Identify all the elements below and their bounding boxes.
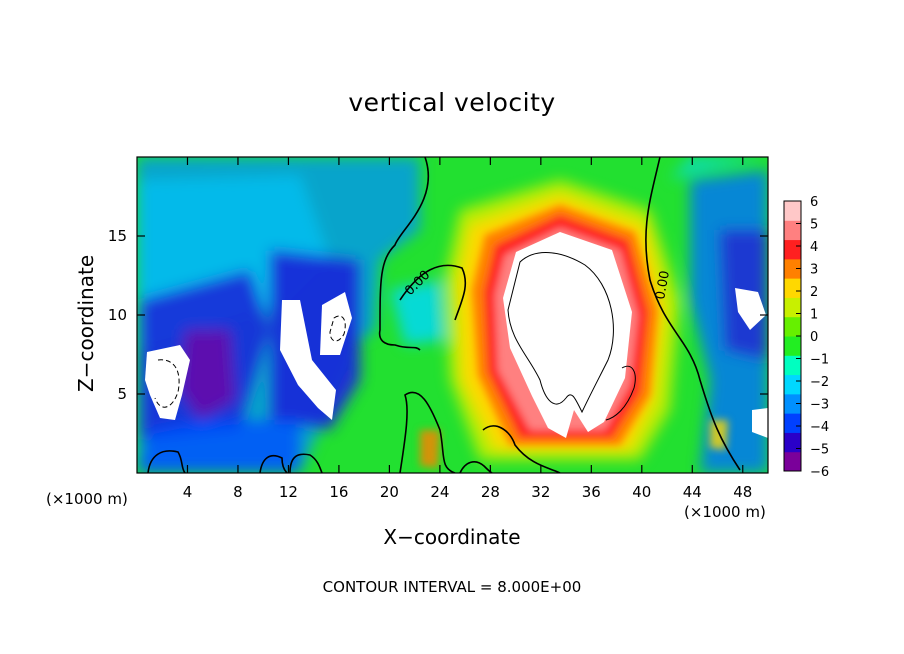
colorbar-swatch bbox=[784, 278, 801, 298]
y-tick-label: 10 bbox=[108, 306, 127, 324]
min-region-center-left bbox=[280, 300, 336, 420]
x-axis-label: X−coordinate bbox=[383, 525, 521, 549]
colorbar-tick-label: 1 bbox=[810, 308, 818, 323]
colorbar-tick-label: 4 bbox=[810, 240, 818, 255]
zero-contours bbox=[147, 157, 741, 473]
colorbar-swatch bbox=[784, 258, 801, 279]
colorbar-swatch bbox=[784, 355, 801, 376]
contour-interval-note: CONTOUR INTERVAL = 8.000E+00 bbox=[322, 578, 582, 596]
colorbar-swatch bbox=[784, 201, 801, 221]
colorbar-tick-label: −5 bbox=[810, 443, 829, 458]
heatmap-field: 0.00 0.00 bbox=[137, 157, 768, 473]
min-region-right-low bbox=[752, 408, 768, 438]
x-unit-label-right: (×1000 m) bbox=[684, 503, 766, 521]
colorbar-tick-label: −1 bbox=[810, 353, 829, 368]
min-region-center bbox=[320, 292, 352, 355]
x-tick-label: 28 bbox=[481, 483, 500, 501]
colorbar-swatch bbox=[784, 220, 801, 241]
colorbar-tick-label: 5 bbox=[810, 218, 818, 233]
contour-label: 0.00 bbox=[653, 270, 673, 301]
x-tick-label: 12 bbox=[279, 483, 298, 501]
x-tick-label: 20 bbox=[380, 483, 399, 501]
colorbar-swatch bbox=[784, 336, 801, 356]
x-tick-label: 24 bbox=[430, 483, 449, 501]
colorbar-swatch bbox=[784, 297, 801, 318]
colorbar-swatch bbox=[784, 451, 801, 472]
x-tick-label: 16 bbox=[329, 483, 348, 501]
colorbar-tick-label: 2 bbox=[810, 285, 818, 300]
colorbar-swatch bbox=[784, 432, 801, 453]
colorbar-tick-label: −3 bbox=[810, 398, 829, 413]
y-tick-label: 15 bbox=[108, 227, 127, 245]
colorbar: 6 5 4 3 2 1 0 −1 −2 −3 −4 −5 −6 bbox=[783, 195, 829, 480]
colorbar-tick-label: −4 bbox=[810, 420, 829, 435]
colorbar-swatch bbox=[784, 316, 801, 337]
colorbar-swatch bbox=[784, 374, 801, 395]
x-tick-label: 32 bbox=[531, 483, 550, 501]
colorbar-tick-label: −2 bbox=[810, 375, 829, 390]
y-tick-label: 5 bbox=[117, 385, 127, 403]
x-tick-label: 44 bbox=[683, 483, 702, 501]
chart-title: vertical velocity bbox=[348, 88, 556, 117]
axis-ticks bbox=[137, 157, 768, 473]
max-region-plume bbox=[503, 232, 632, 438]
x-tick-label: 36 bbox=[582, 483, 601, 501]
x-tick-label: 48 bbox=[733, 483, 752, 501]
colorbar-swatch bbox=[784, 393, 801, 414]
x-tick-label: 40 bbox=[632, 483, 651, 501]
min-region-right bbox=[735, 288, 766, 330]
min-region-left bbox=[145, 345, 190, 420]
x-unit-label-left: (×1000 m) bbox=[46, 490, 128, 508]
colorbar-tick-label: −6 bbox=[810, 465, 829, 480]
colorbar-tick-label: 0 bbox=[810, 330, 818, 345]
colorbar-tick-label: 6 bbox=[810, 195, 818, 210]
colorbar-swatch bbox=[784, 239, 801, 260]
colorbar-tick-label: 3 bbox=[810, 263, 818, 278]
x-tick-label: 8 bbox=[233, 483, 243, 501]
x-tick-label: 4 bbox=[183, 483, 193, 501]
colorbar-swatch bbox=[784, 413, 801, 433]
y-axis-label: Z−coordinate bbox=[74, 254, 98, 392]
